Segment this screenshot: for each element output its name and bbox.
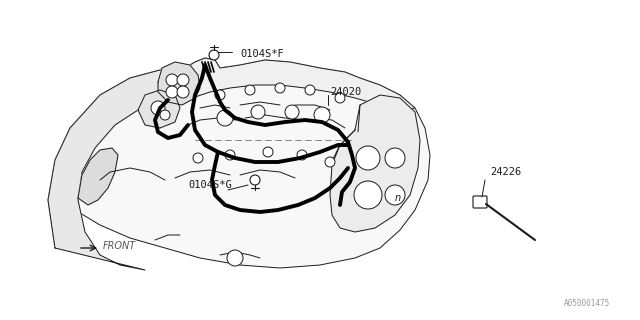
Polygon shape (185, 58, 415, 112)
Circle shape (245, 85, 255, 95)
Text: n: n (395, 193, 401, 203)
Polygon shape (48, 58, 430, 268)
Circle shape (275, 83, 285, 93)
Circle shape (215, 90, 225, 100)
Circle shape (166, 86, 178, 98)
Text: 0104S*F: 0104S*F (240, 49, 284, 59)
Polygon shape (158, 62, 200, 105)
Circle shape (285, 105, 299, 119)
Circle shape (356, 146, 380, 170)
Circle shape (354, 181, 382, 209)
Circle shape (251, 105, 265, 119)
Circle shape (209, 50, 219, 60)
Polygon shape (78, 148, 118, 205)
Circle shape (297, 150, 307, 160)
Polygon shape (138, 90, 180, 128)
Circle shape (166, 74, 178, 86)
Polygon shape (330, 95, 420, 232)
Circle shape (335, 93, 345, 103)
Circle shape (385, 148, 405, 168)
Circle shape (151, 101, 165, 115)
Circle shape (385, 185, 405, 205)
Circle shape (225, 150, 235, 160)
Circle shape (193, 153, 203, 163)
Circle shape (217, 110, 233, 126)
Circle shape (227, 250, 243, 266)
Circle shape (314, 107, 330, 123)
Circle shape (263, 147, 273, 157)
Circle shape (325, 157, 335, 167)
Circle shape (305, 85, 315, 95)
Text: 24226: 24226 (490, 167, 521, 177)
FancyBboxPatch shape (473, 196, 487, 208)
Text: FRONT: FRONT (103, 241, 136, 251)
Text: A050001475: A050001475 (564, 299, 610, 308)
Text: 0104S*G: 0104S*G (188, 180, 232, 190)
Polygon shape (48, 68, 185, 270)
Circle shape (250, 175, 260, 185)
Circle shape (160, 110, 170, 120)
Text: 24020: 24020 (330, 87, 361, 97)
Circle shape (177, 74, 189, 86)
Circle shape (177, 86, 189, 98)
